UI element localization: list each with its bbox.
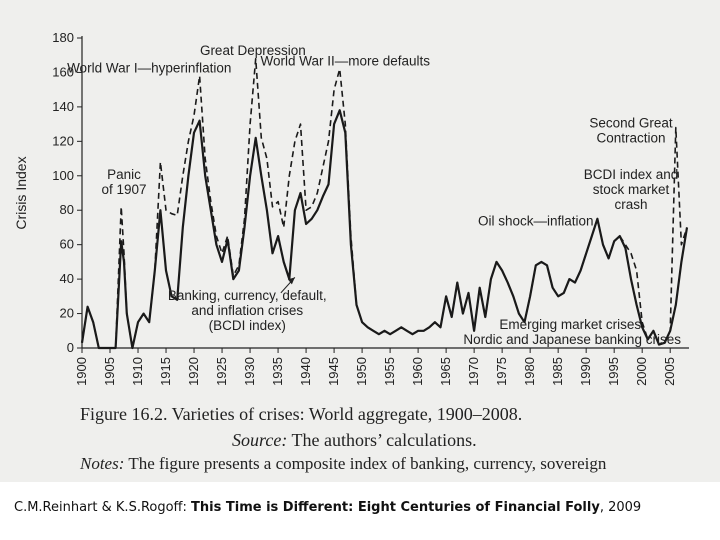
x-tick-label: 1905 xyxy=(102,357,117,386)
bcdi-series-line xyxy=(80,109,689,350)
x-tick-label: 2000 xyxy=(634,357,649,386)
x-tick-label: 1985 xyxy=(550,357,565,386)
y-tick-label: 160 xyxy=(52,64,74,79)
annotation-label: (BCDI index) xyxy=(209,318,286,333)
annotation-label: BCDI index and xyxy=(584,167,679,182)
annotation-label: Great Depression xyxy=(200,43,306,58)
citation-authors: C.M.Reinhart & K.S.Rogoff: xyxy=(14,500,192,515)
book-citation: C.M.Reinhart & K.S.Rogoff: This Time is … xyxy=(14,500,641,515)
notes-label: Notes: xyxy=(80,454,125,473)
x-tick-label: 1900 xyxy=(74,357,89,386)
annotation-label: and inflation crises xyxy=(191,303,303,318)
x-tick-label: 1945 xyxy=(326,357,341,386)
source-line: Source: The authors’ calculations. xyxy=(232,430,477,451)
x-tick-label: 1910 xyxy=(130,357,145,386)
x-tick-label: 1960 xyxy=(410,357,425,386)
annotation-label: Second Great xyxy=(589,116,673,131)
annotation-label: Contraction xyxy=(596,131,665,146)
y-tick-label: 60 xyxy=(60,237,74,252)
notes-line: Notes: The figure presents a composite i… xyxy=(80,454,606,474)
y-tick-label: 180 xyxy=(52,30,74,45)
x-tick-label: 1950 xyxy=(354,357,369,386)
x-tick-label: 1975 xyxy=(494,357,509,386)
y-tick-label: 120 xyxy=(52,133,74,148)
annotation-label: Panic xyxy=(107,167,141,182)
x-tick-label: 1965 xyxy=(438,357,453,386)
x-tick-label: 1990 xyxy=(578,357,593,386)
figure-caption: Figure 16.2. Varieties of crises: World … xyxy=(80,404,523,424)
x-tick-label: 1980 xyxy=(522,357,537,386)
annotation-label: of 1907 xyxy=(101,182,146,197)
x-tick-label: 1935 xyxy=(270,357,285,386)
x-tick-label: 2005 xyxy=(662,357,677,386)
crisis-index-chart: 0 20 40 60 80 100 120 140 160 180 1900 1905 1910 1915… xyxy=(13,30,689,386)
x-tick-label: 1925 xyxy=(214,357,229,386)
y-axis-label: Crisis Index xyxy=(13,156,29,229)
y-tick-label: 100 xyxy=(52,168,74,183)
dashed-series-line xyxy=(81,57,688,349)
annotation-label: World War II—more defaults xyxy=(261,54,431,69)
citation-year: , 2009 xyxy=(599,500,642,515)
annotation-label: crash xyxy=(614,197,647,212)
annotation-label: Banking, currency, default, xyxy=(168,288,327,303)
annotation-label: Oil shock—inflation xyxy=(478,214,594,229)
annotation-label: World War I—hyperinflation xyxy=(67,60,231,75)
y-tick-label: 20 xyxy=(60,306,74,321)
x-tick-label: 1920 xyxy=(186,357,201,386)
scanned-page: 0 20 40 60 80 100 120 140 160 180 1900 1905 1910 1915… xyxy=(0,0,720,482)
x-tick-label: 1940 xyxy=(298,357,313,386)
annotation-label: Nordic and Japanese banking crises xyxy=(463,332,681,347)
x-tick-label: 1970 xyxy=(466,357,481,386)
annotation-label: Emerging market crises, xyxy=(499,317,645,332)
y-tick-label: 140 xyxy=(52,99,74,114)
notes-text: The figure presents a composite index of… xyxy=(124,454,607,473)
y-tick-label: 80 xyxy=(60,202,74,217)
annotation-label: stock market xyxy=(593,182,670,197)
x-tick-label: 1915 xyxy=(158,357,173,386)
source-text: The authors’ calculations. xyxy=(287,430,477,450)
source-label: Source: xyxy=(232,430,288,450)
x-tick-label: 1995 xyxy=(606,357,621,386)
x-tick-label: 1955 xyxy=(382,357,397,386)
citation-title: This Time is Different: Eight Centuries … xyxy=(191,500,600,515)
bcdi-pointer-arrowhead xyxy=(287,277,295,285)
x-tick-label: 1930 xyxy=(242,357,257,386)
y-tick-label: 40 xyxy=(60,271,74,286)
y-tick-label: 0 xyxy=(67,340,74,355)
